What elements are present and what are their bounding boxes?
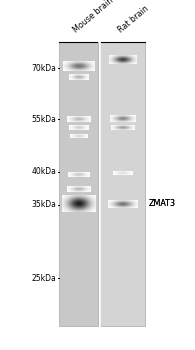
Text: 40kDa: 40kDa	[32, 167, 57, 176]
Bar	[100, 42, 145, 326]
Text: ZMAT3: ZMAT3	[148, 199, 175, 208]
Text: Rat brain: Rat brain	[116, 5, 150, 35]
Text: Mouse brain: Mouse brain	[71, 0, 115, 35]
Text: 25kDa: 25kDa	[32, 274, 57, 283]
Text: 35kDa: 35kDa	[32, 200, 57, 209]
Bar	[59, 42, 98, 326]
Text: ZMAT3: ZMAT3	[148, 199, 175, 208]
Text: 55kDa: 55kDa	[32, 114, 57, 124]
Text: 70kDa: 70kDa	[32, 64, 57, 73]
